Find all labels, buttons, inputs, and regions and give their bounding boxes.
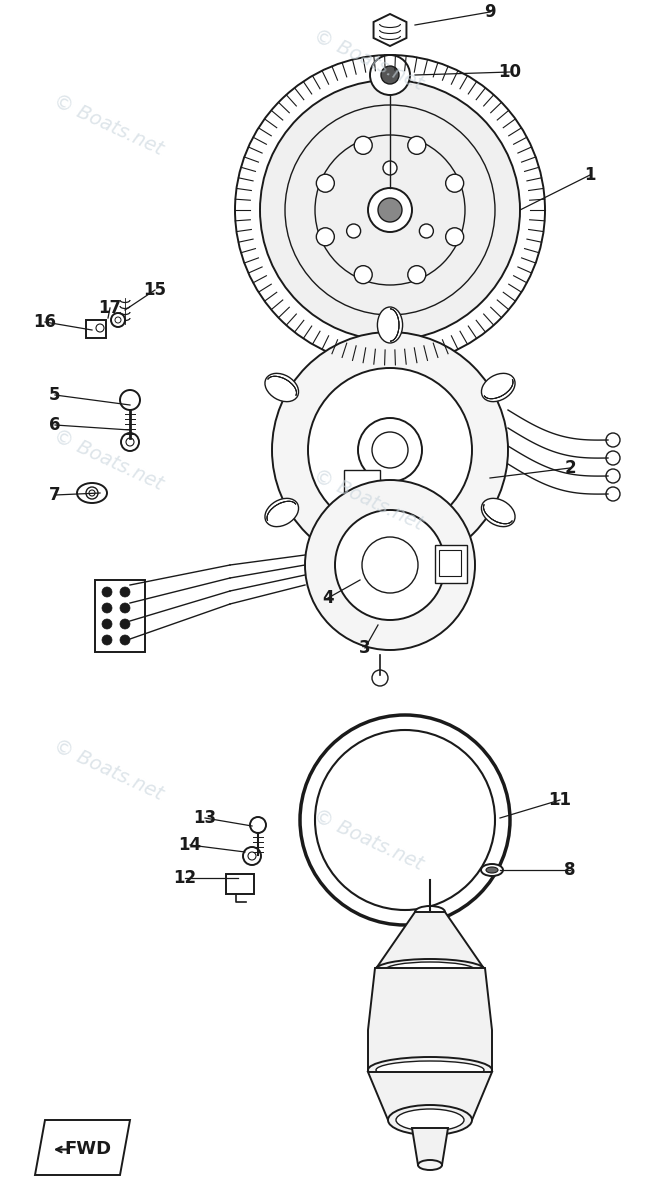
Polygon shape: [368, 1072, 492, 1120]
Circle shape: [419, 224, 433, 238]
Ellipse shape: [481, 498, 515, 527]
Circle shape: [120, 619, 130, 629]
Polygon shape: [375, 912, 485, 970]
Circle shape: [346, 224, 361, 238]
Ellipse shape: [368, 1057, 492, 1082]
Text: © Boats.net: © Boats.net: [50, 737, 166, 804]
Circle shape: [354, 137, 372, 155]
Circle shape: [120, 602, 130, 613]
Circle shape: [86, 487, 98, 499]
Text: 9: 9: [484, 2, 496, 20]
Ellipse shape: [415, 906, 445, 918]
Circle shape: [381, 66, 399, 84]
Circle shape: [102, 619, 112, 629]
Circle shape: [383, 161, 397, 175]
Circle shape: [243, 847, 261, 865]
Text: © Boats.net: © Boats.net: [50, 426, 166, 494]
Circle shape: [335, 510, 445, 620]
Circle shape: [316, 228, 334, 246]
Ellipse shape: [77, 482, 107, 503]
Circle shape: [446, 174, 464, 192]
Polygon shape: [373, 14, 406, 46]
Text: 14: 14: [179, 836, 201, 854]
Circle shape: [102, 602, 112, 613]
Ellipse shape: [265, 373, 299, 402]
Ellipse shape: [481, 864, 503, 876]
Text: FWD: FWD: [64, 1140, 111, 1158]
Circle shape: [308, 368, 472, 532]
Text: © Boats.net: © Boats.net: [310, 467, 426, 534]
Circle shape: [368, 188, 412, 232]
Polygon shape: [368, 968, 492, 1070]
Text: 17: 17: [99, 299, 121, 317]
Circle shape: [250, 817, 266, 833]
Circle shape: [606, 487, 620, 502]
Circle shape: [606, 433, 620, 446]
Circle shape: [316, 174, 334, 192]
Circle shape: [358, 418, 422, 482]
Circle shape: [260, 80, 520, 340]
Text: 16: 16: [34, 313, 57, 331]
Ellipse shape: [376, 1061, 484, 1079]
Text: 11: 11: [548, 791, 571, 809]
Ellipse shape: [377, 307, 402, 343]
Circle shape: [446, 228, 464, 246]
Polygon shape: [412, 1128, 448, 1165]
Circle shape: [606, 469, 620, 482]
Text: 5: 5: [49, 386, 61, 404]
Text: 15: 15: [143, 281, 166, 299]
Circle shape: [120, 587, 130, 596]
Circle shape: [408, 265, 426, 283]
Text: © Boats.net: © Boats.net: [50, 91, 166, 158]
FancyBboxPatch shape: [226, 874, 254, 894]
Circle shape: [606, 451, 620, 464]
Circle shape: [370, 55, 410, 95]
Ellipse shape: [377, 557, 402, 593]
Text: 6: 6: [49, 416, 61, 434]
FancyBboxPatch shape: [435, 545, 467, 583]
Circle shape: [120, 390, 140, 410]
Text: 10: 10: [499, 62, 522, 80]
Circle shape: [111, 313, 125, 326]
Text: 8: 8: [564, 862, 576, 878]
Text: 1: 1: [584, 166, 596, 184]
Circle shape: [378, 198, 402, 222]
Text: 13: 13: [194, 809, 217, 827]
Text: 12: 12: [174, 869, 197, 887]
Circle shape: [372, 670, 388, 686]
Circle shape: [102, 587, 112, 596]
Polygon shape: [35, 1120, 130, 1175]
Circle shape: [408, 137, 426, 155]
Circle shape: [354, 265, 372, 283]
Ellipse shape: [388, 1105, 472, 1135]
Text: 2: 2: [564, 458, 576, 476]
Ellipse shape: [396, 1109, 464, 1130]
Ellipse shape: [481, 373, 515, 402]
Circle shape: [305, 480, 475, 650]
Circle shape: [121, 433, 139, 451]
FancyBboxPatch shape: [86, 320, 106, 338]
Ellipse shape: [486, 866, 498, 874]
Text: © Boats.net: © Boats.net: [310, 806, 426, 874]
Text: 4: 4: [322, 589, 334, 607]
Ellipse shape: [375, 959, 485, 982]
Circle shape: [120, 635, 130, 646]
Text: 3: 3: [359, 638, 371, 658]
FancyBboxPatch shape: [344, 470, 380, 508]
Circle shape: [102, 635, 112, 646]
FancyBboxPatch shape: [95, 580, 145, 652]
Text: 7: 7: [49, 486, 61, 504]
Ellipse shape: [265, 498, 299, 527]
Text: © Boats.net: © Boats.net: [310, 26, 426, 94]
Ellipse shape: [418, 1160, 442, 1170]
Circle shape: [272, 332, 508, 568]
Ellipse shape: [385, 962, 475, 978]
